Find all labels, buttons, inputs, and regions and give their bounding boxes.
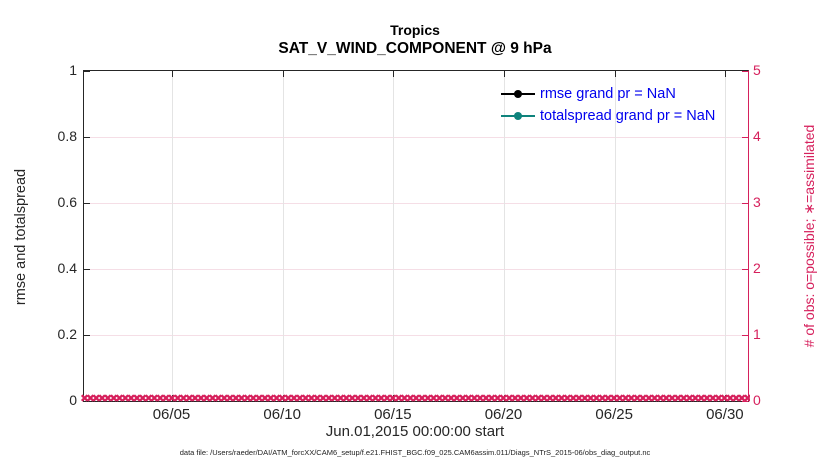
vertical-gridline [614, 71, 616, 401]
x-axis-tick-bottom [282, 395, 284, 401]
x-axis-tick-label: 06/10 [263, 406, 301, 423]
x-axis-tick-top [504, 71, 505, 77]
left-axis-title: rmse and totalspread [13, 168, 29, 306]
right-axis-tick [742, 268, 748, 270]
right-axis-tick [742, 400, 748, 402]
x-axis-tick-bottom [393, 395, 395, 401]
right-axis-tick-label: 0 [753, 392, 761, 408]
x-axis-tick-bottom [725, 395, 727, 401]
right-axis-tick-labels: 0 1 2 3 4 5 [753, 62, 777, 408]
left-axis-tick-label: 0.8 [57, 128, 77, 144]
data-file-caption: data file: /Users/raeder/DAI/ATM_forcXX/… [179, 448, 651, 457]
horizontal-gridline [84, 268, 748, 270]
legend-marker-dot [514, 90, 522, 98]
left-axis-tick [84, 334, 90, 336]
legend-row: totalspread grand pr = NaN [501, 105, 715, 127]
legend-label: rmse grand pr = NaN [540, 86, 676, 102]
assimilated-obs-marker-band: ✖✖✖✖✖✖✖✖✖✖✖✖✖✖✖✖✖✖✖✖✖✖✖✖✖✖✖✖✖✖✖✖✖✖✖✖✖✖✖✖… [80, 392, 750, 405]
legend-marker-dot [514, 112, 522, 120]
plot-area [83, 70, 749, 402]
x-axis-title: Jun.01,2015 00:00:00 start [325, 423, 505, 440]
right-axis-tick [742, 334, 748, 336]
vertical-gridline [504, 71, 505, 401]
right-axis-tick-label: 3 [753, 194, 761, 210]
right-axis-tick [742, 136, 748, 138]
vertical-gridline [282, 71, 284, 401]
left-axis-tick-label: 0 [69, 392, 77, 408]
x-axis-tick-label: 06/20 [484, 406, 523, 423]
left-axis-tick [84, 400, 90, 402]
legend-line-marker-sample [501, 90, 535, 98]
left-axis-tick-label: 1 [69, 62, 77, 78]
right-axis-tick-label: 5 [753, 62, 761, 78]
legend-line-marker-sample [501, 112, 535, 120]
chart-title-region: Tropics [390, 22, 440, 38]
vertical-gridline [393, 71, 395, 401]
x-axis-tick-label: 06/05 [152, 406, 191, 423]
legend-label: totalspread grand pr = NaN [540, 108, 716, 124]
vertical-gridline [172, 71, 173, 401]
x-axis-tick-top [393, 71, 395, 77]
right-axis-tick-label: 1 [753, 326, 761, 342]
right-axis-title: # of obs: o=possible; ∗=assimilated [801, 124, 817, 348]
x-axis-tick-label: 06/15 [374, 406, 412, 423]
left-axis-tick-label: 0.2 [57, 326, 77, 342]
right-axis-tick-label: 4 [753, 128, 761, 144]
x-axis-tick-top [282, 71, 284, 77]
chart-title-variable: SAT_V_WIND_COMPONENT @ 9 hPa [278, 40, 552, 57]
x-axis-tick-top [172, 71, 173, 77]
x-axis-tick-bottom [614, 395, 616, 401]
horizontal-gridline [84, 136, 748, 138]
x-axis-tick-top [614, 71, 616, 77]
left-axis-tick [84, 136, 90, 138]
left-axis-tick [84, 70, 90, 72]
horizontal-gridline [84, 334, 748, 336]
x-axis-tick-top [725, 71, 727, 77]
right-axis-tick [742, 202, 748, 204]
left-axis-tick-label: 0.4 [57, 260, 77, 276]
x-axis-tick-bottom [504, 395, 505, 401]
left-axis-tick-label: 0.6 [57, 194, 77, 210]
x-axis-tick-label: 06/30 [706, 406, 744, 423]
left-axis-tick [84, 268, 90, 270]
legend: rmse grand pr = NaN totalspread grand pr … [501, 83, 715, 127]
left-axis-tick-labels: 0 0.2 0.4 0.6 0.8 1 [0, 62, 77, 408]
x-axis-tick-bottom [172, 395, 173, 401]
right-axis-tick-label: 2 [753, 260, 761, 276]
vertical-gridline [725, 71, 727, 401]
x-axis-tick-label: 06/25 [595, 406, 633, 423]
legend-row: rmse grand pr = NaN [501, 83, 715, 105]
horizontal-gridline [84, 202, 748, 204]
left-axis-tick [84, 202, 90, 204]
right-axis-tick [742, 70, 748, 72]
